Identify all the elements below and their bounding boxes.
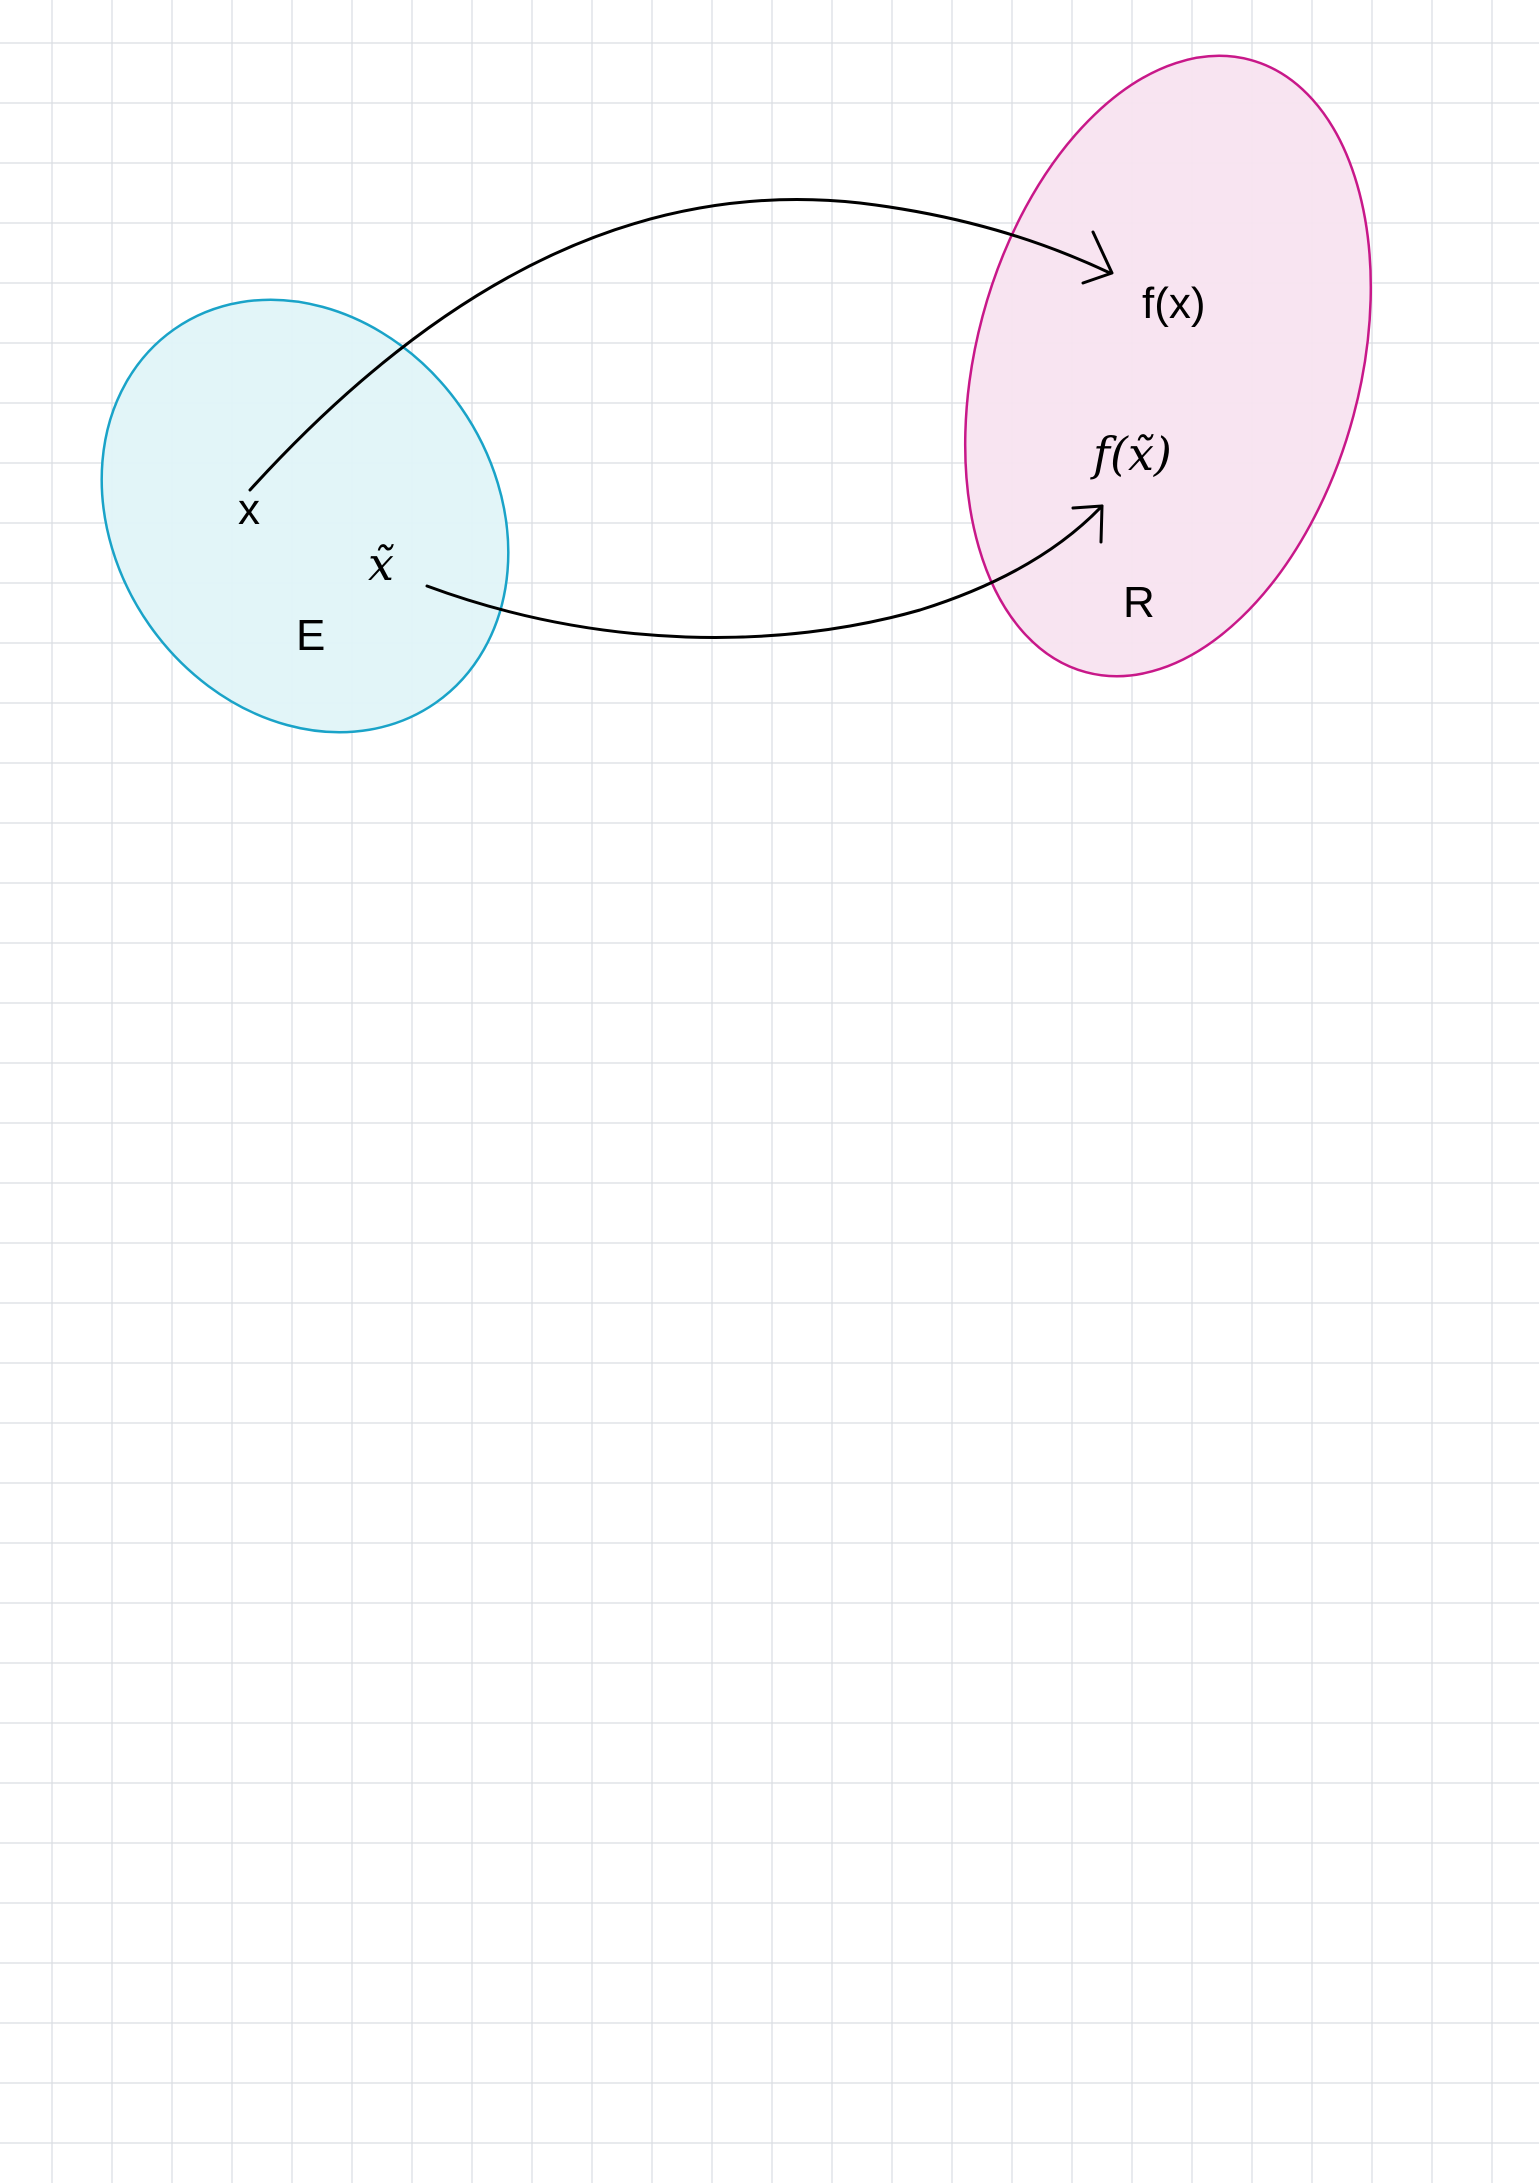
point-x-label: x [238,485,260,534]
point-fxtilde-label: f(x̃) [1090,427,1172,481]
point-fx-label: f(x) [1142,279,1206,328]
mapping-arrow-xtilde-to-fxtilde [425,504,1104,640]
mapping-arrow-x-to-fx [248,198,1114,492]
arrowhead-fx [1081,230,1114,285]
set-e-ellipse [100,298,510,734]
set-e-label: E [296,611,325,660]
arrowhead-fxtilde [1071,504,1104,544]
point-xtilde-label: x̃ [368,537,394,591]
set-r-ellipse [963,54,1373,678]
set-r-label: R [1123,578,1155,627]
